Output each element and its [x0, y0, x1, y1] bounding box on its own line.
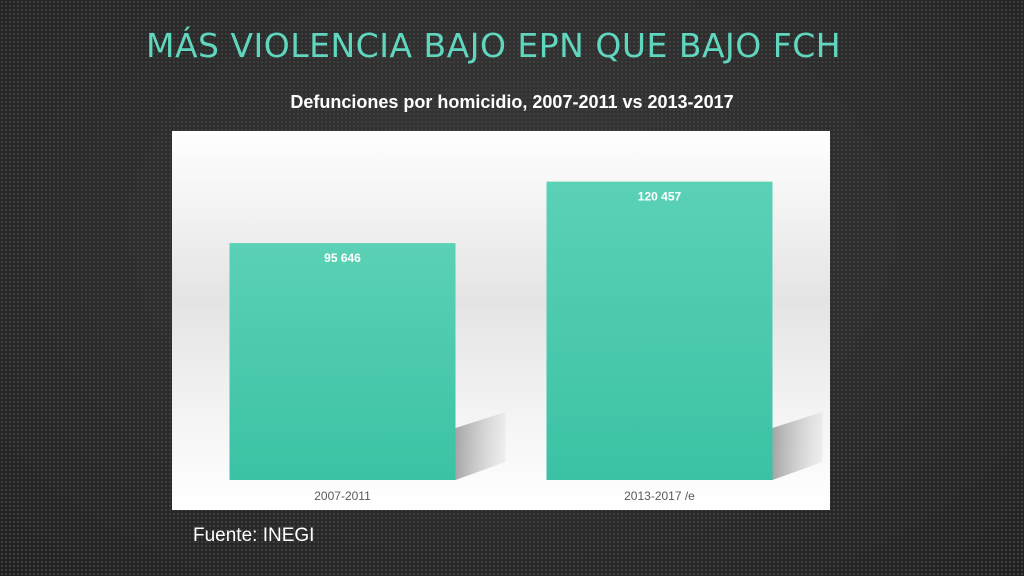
chart-panel: 95 646 2007-2011 120 457 2013-2017 /e — [172, 131, 830, 510]
bar-chart: 95 646 2007-2011 120 457 2013-2017 /e — [229, 181, 823, 503]
source-note: Fuente: INEGI — [193, 525, 315, 546]
x-tick-label: 2007-2011 — [314, 489, 371, 503]
bar-shadow — [455, 412, 506, 480]
bar-2007-2011 — [229, 243, 456, 480]
bar-2013-2017 /e — [546, 181, 773, 480]
data-label: 95 646 — [324, 251, 361, 265]
chart-title: Defunciones por homicidio, 2007-2011 vs … — [290, 92, 734, 112]
bar-shadow — [772, 412, 823, 480]
slide-title: MÁS VIOLENCIA BAJO EPN QUE BAJO FCH — [146, 26, 842, 65]
data-label: 120 457 — [638, 190, 682, 204]
x-tick-label: 2013-2017 /e — [624, 489, 695, 503]
